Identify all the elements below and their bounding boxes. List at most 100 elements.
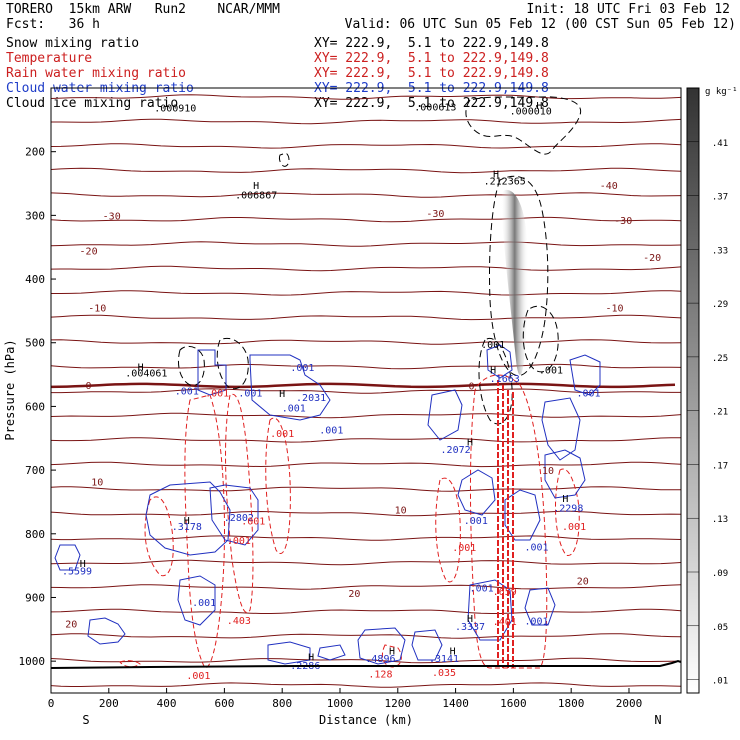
isotherm-line	[51, 535, 681, 541]
field-name: Snow mixing ratio	[6, 36, 140, 51]
x-tick-label: 200	[99, 697, 119, 710]
contour-max-label: .001	[241, 516, 265, 527]
rain-water-contours	[119, 374, 580, 669]
maximum-marker: H	[80, 559, 86, 570]
colorbar-tick-label: .05	[712, 623, 728, 633]
contour-max-label: .2298	[553, 504, 583, 515]
contour-max-label: .001	[319, 425, 343, 436]
contour-max-label: .212365	[484, 176, 526, 187]
isotherm-line	[51, 608, 681, 614]
isotherm-line	[51, 265, 681, 272]
colorbar-ticks: .41 .37 .33 .29 .25 .21 .17 .13 .09 .05 .01	[687, 139, 728, 687]
temperature-label: -10	[606, 304, 624, 315]
isotherms	[51, 94, 681, 688]
x-endpoint-right: N	[654, 713, 661, 727]
field-xy: XY= 222.9, 5.1 to 222.9,149.8	[314, 96, 549, 111]
y-axis: 200 300 400 500 600 700 800 900 1000	[19, 146, 56, 668]
isotherm-line	[51, 584, 681, 590]
contour-max-label: .001	[524, 616, 548, 627]
colorbar-tick-label: .21	[712, 408, 728, 418]
contour-max-label: .001	[238, 388, 262, 399]
x-tick-label: 600	[214, 697, 234, 710]
field-xy: XY= 222.9, 5.1 to 222.9,149.8	[314, 51, 549, 66]
y-tick-label: 200	[25, 146, 45, 159]
contour-max-label: .001	[470, 583, 494, 594]
isotherm-line	[51, 412, 681, 419]
contour-max-label: .001	[539, 365, 563, 376]
contour-max-label: .004061	[125, 369, 167, 380]
maximum-marker: H	[279, 389, 285, 400]
contour-max-label: .001	[576, 388, 600, 399]
contour-max-label: .1663	[490, 374, 520, 385]
maximum-marker: H	[253, 181, 259, 192]
contour-max-label: .000613	[414, 102, 456, 113]
contour-max-label: .3141	[429, 654, 459, 665]
y-axis-label: Pressure (hPa)	[3, 339, 17, 440]
rain-water-core	[497, 380, 514, 668]
field-name: Cloud ice mixing ratio	[6, 96, 179, 111]
contour-max-label: .000910	[154, 104, 196, 115]
x-tick-label: 1600	[500, 697, 527, 710]
temperature-label: 10	[542, 466, 554, 477]
isotherm-line	[51, 216, 681, 223]
terrain-line	[51, 659, 681, 669]
maximum-marker: H	[467, 437, 473, 448]
field-name: Rain water mixing ratio	[6, 66, 187, 81]
contour-max-label: .001	[290, 363, 314, 374]
y-tick-label: 1000	[19, 655, 46, 668]
contour-max-label: .001	[175, 387, 199, 398]
cloud-water-contours	[54, 344, 601, 665]
y-tick-label: 300	[25, 209, 45, 222]
temperature-label: -30	[426, 209, 444, 220]
maximum-marker: H	[184, 516, 190, 527]
colorbar-tick-label: .37	[712, 193, 728, 203]
field-name: Temperature	[6, 51, 93, 66]
contour-max-label: .128	[368, 669, 392, 680]
contour-max-label: .403	[227, 616, 251, 627]
contour-max-label: .001	[464, 516, 488, 527]
maximum-marker: H	[450, 646, 456, 657]
x-tick-label: 1200	[385, 697, 412, 710]
colorbar-tick-label: .25	[712, 354, 728, 364]
contour-max-label: .5599	[62, 567, 92, 578]
contour-max-label: .001	[452, 543, 476, 554]
temperature-label: -20	[80, 246, 98, 257]
maximum-marker: H	[467, 614, 473, 625]
y-tick-label: 900	[25, 591, 45, 604]
colorbar-tick-label: .29	[712, 300, 728, 310]
temperature-label: -10	[88, 304, 106, 315]
contour-max-label: .006867	[235, 190, 277, 201]
isotherm-line	[51, 633, 681, 639]
x-tick-label: 400	[157, 697, 177, 710]
x-tick-label: 2000	[616, 697, 643, 710]
isotherm-line	[51, 437, 681, 443]
contour-labels: -40 -30 -30 -30 -20 -20 -10 -10 0 0 10 10 10 20 20 20 .0…	[62, 102, 661, 682]
x-tick-label: 1000	[327, 697, 354, 710]
header-valid: Valid: 06 UTC Sun 05 Feb 12 (00 CST Sun …	[344, 17, 736, 32]
contour-max-label: .001	[524, 543, 548, 554]
temperature-label: 0	[468, 381, 474, 392]
maximum-marker: H	[562, 494, 568, 505]
contour-max-label: .4896	[365, 654, 395, 665]
y-tick-label: 800	[25, 528, 45, 541]
field-xy: XY= 222.9, 5.1 to 222.9,149.8	[314, 36, 549, 51]
y-tick-label: 400	[25, 273, 45, 286]
isotherm-line	[51, 290, 681, 296]
plot-frame	[50, 87, 682, 694]
contour-max-label: .035	[432, 668, 456, 679]
contour-max-label: .2072	[441, 445, 471, 456]
maximum-marker: H	[308, 653, 314, 664]
x-axis-label: Distance (km)	[319, 713, 413, 727]
y-tick-label: 600	[25, 400, 45, 413]
x-axis: 0 200 400 600 800 1000 1200 1400 1600 1800 2000	[48, 688, 643, 710]
maximum-marker: H	[493, 169, 499, 180]
maximum-marker: H	[536, 101, 542, 112]
isotherm-line	[51, 363, 681, 370]
colorbar-tick-label: .09	[712, 569, 728, 579]
isotherm-line	[51, 461, 681, 468]
maximum-marker: H	[389, 646, 395, 657]
isotherm-line	[51, 486, 681, 492]
contour-max-label: .2031	[296, 393, 326, 404]
extrema-markers: H H H H H H H H H H H H H H	[80, 101, 569, 664]
isotherm-line	[51, 241, 681, 247]
